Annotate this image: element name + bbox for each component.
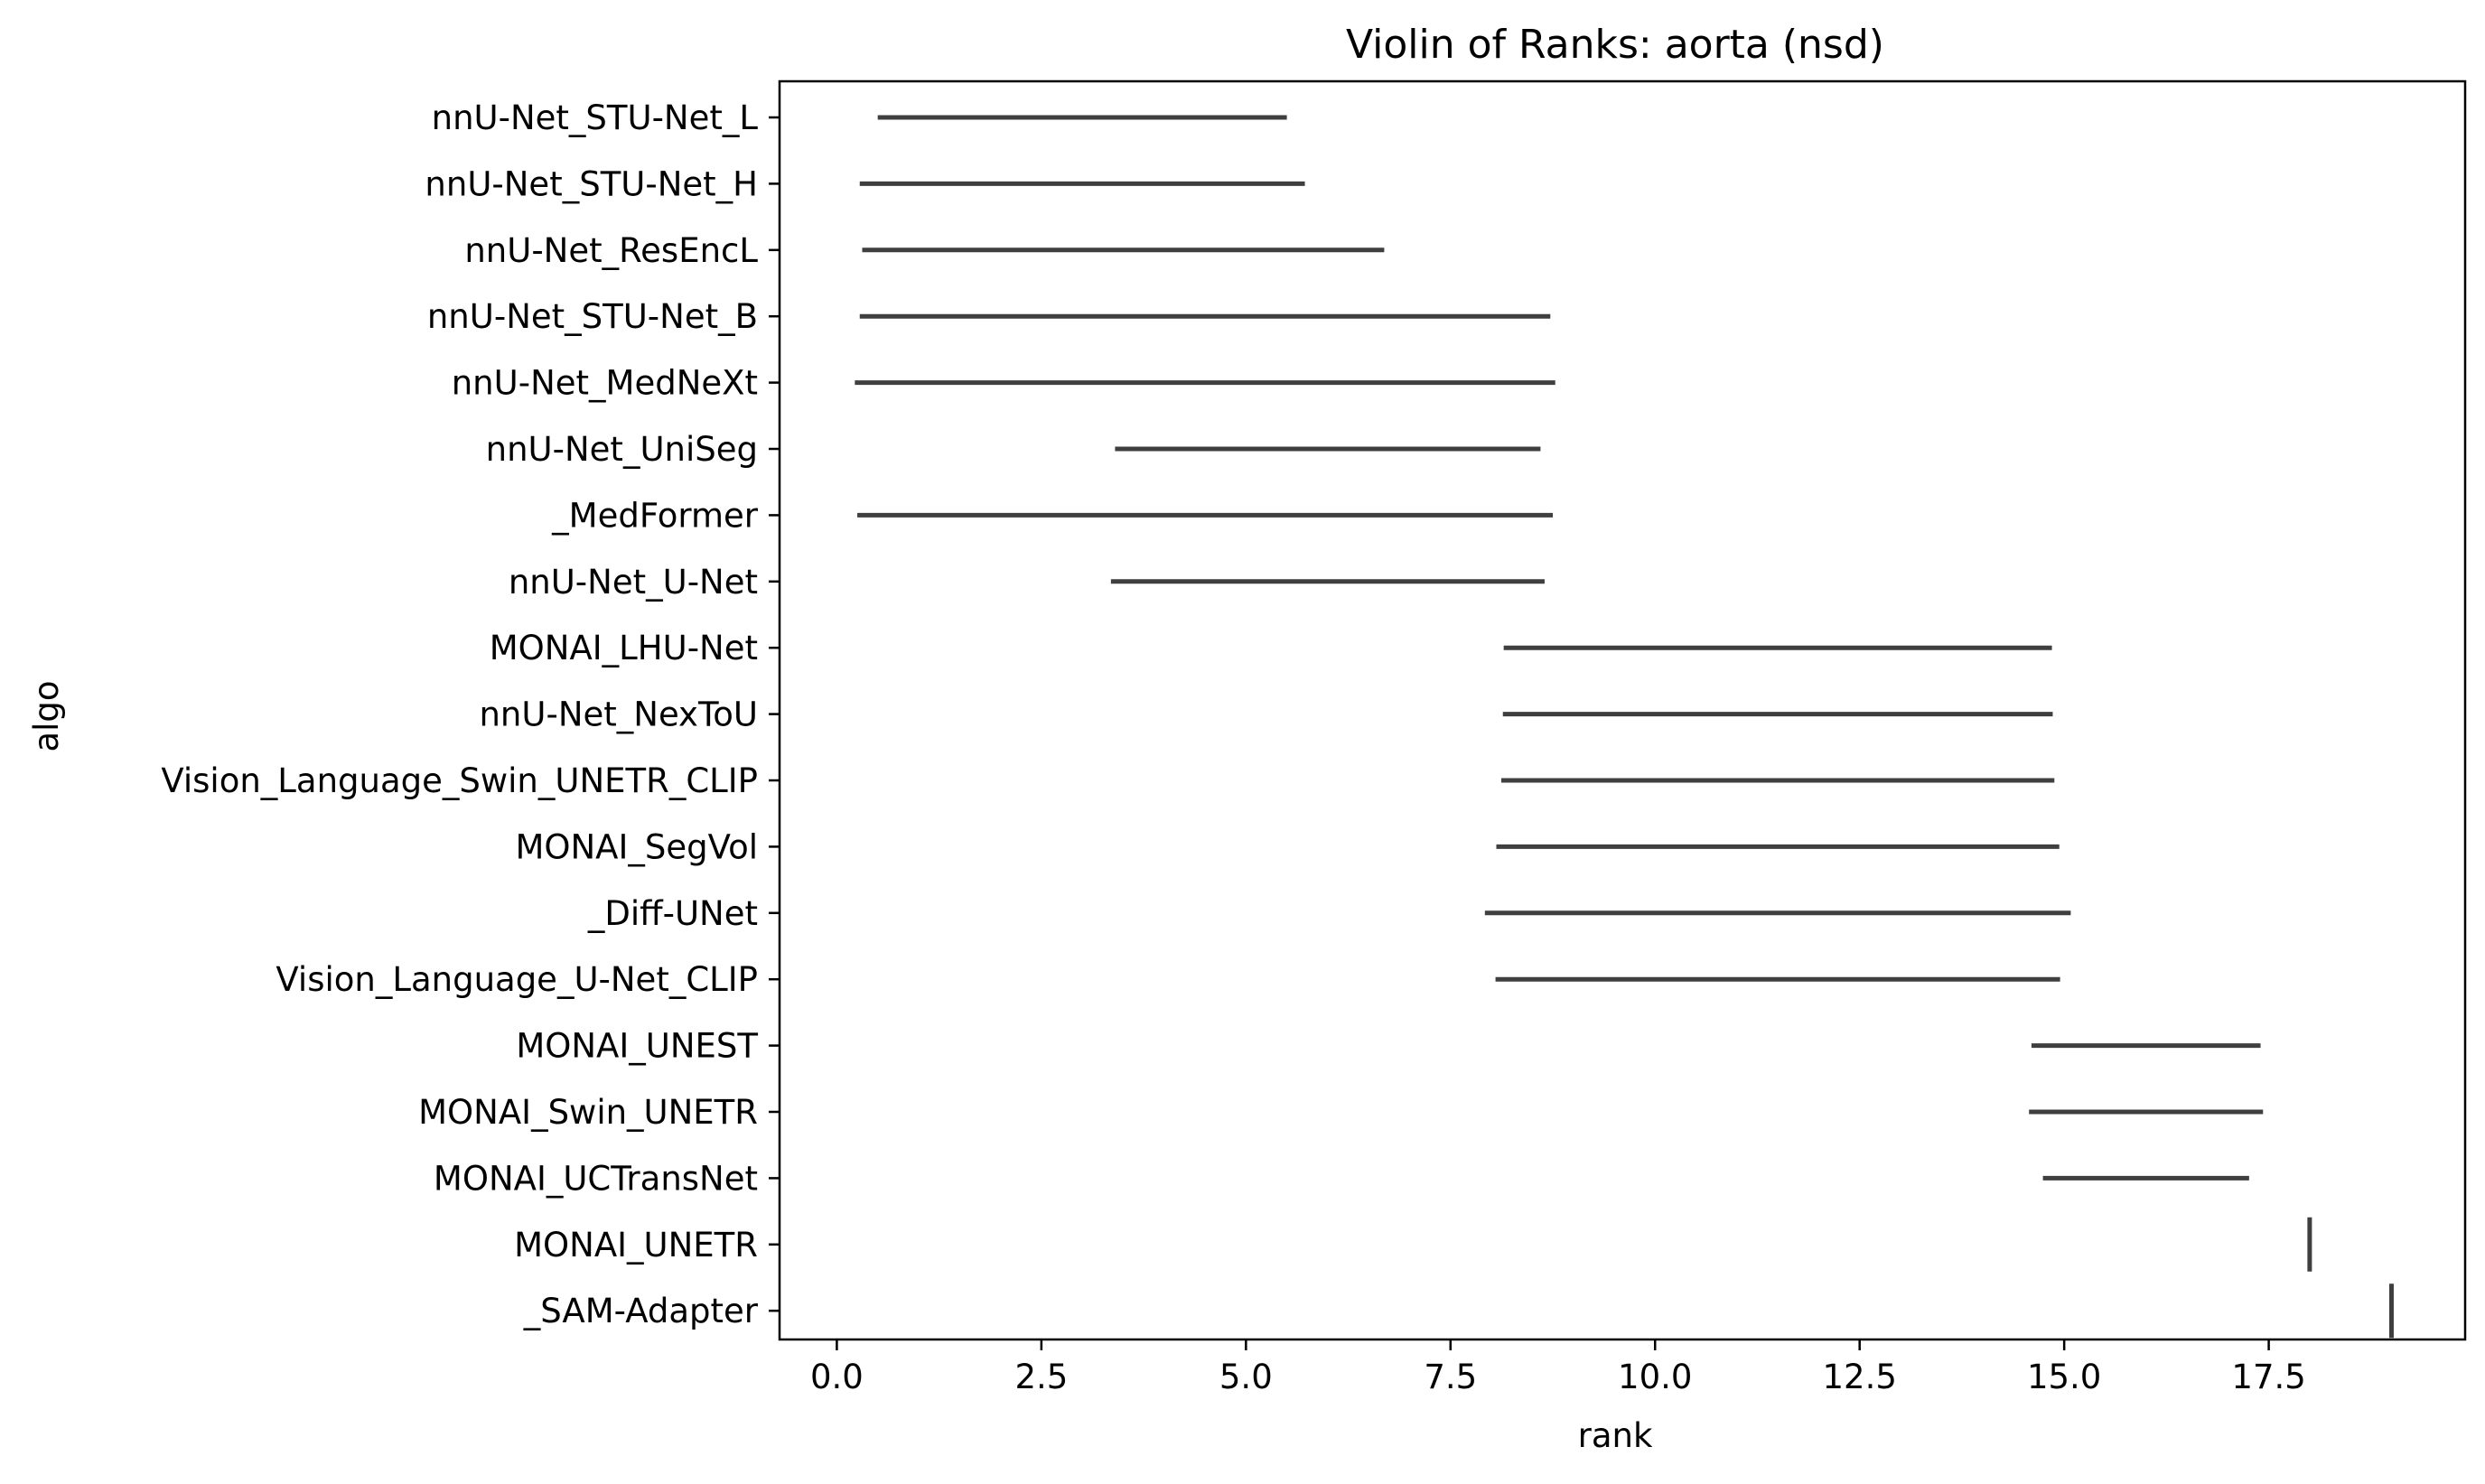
tick-layer: 0.0 2.5 5.0 7.5 10.0 12.5 15.0 17.5 nnU-Net_STU-…: [161, 98, 2305, 1396]
x-tick-label: 7.5: [1424, 1358, 1477, 1396]
y-category-label: nnU-Net_STU-Net_H: [425, 164, 758, 203]
x-tick-label: 0.0: [810, 1358, 864, 1396]
y-category-label: nnU-Net_MedNeXt: [452, 364, 758, 403]
y-category-label: nnU-Net_STU-Net_B: [427, 297, 758, 336]
y-axis-label: algo: [27, 680, 66, 751]
y-category-label: nnU-Net_UniSeg: [486, 430, 758, 469]
y-category-label: MONAI_UNEST: [516, 1027, 758, 1066]
y-category-label: _SAM-Adapter: [523, 1292, 759, 1330]
x-axis-label: rank: [1578, 1416, 1653, 1455]
y-category-label: MONAI_SegVol: [515, 827, 758, 866]
y-category-label: nnU-Net_STU-Net_L: [432, 98, 759, 137]
y-category-label: _MedFormer: [551, 496, 759, 535]
plot-area-frame: [778, 79, 2467, 1341]
y-category-label: nnU-Net_NexToU: [479, 695, 758, 734]
y-category-label: _Diff-UNet: [587, 894, 758, 933]
x-tick-label: 17.5: [2231, 1358, 2305, 1396]
y-category-label: MONAI_Swin_UNETR: [418, 1093, 758, 1132]
chart-title: Violin of Ranks: aorta (nsd): [1346, 22, 1884, 68]
y-category-label: MONAI_UCTransNet: [434, 1159, 758, 1198]
y-category-label: nnU-Net_ResEncL: [464, 231, 758, 270]
x-tick-label: 2.5: [1014, 1358, 1068, 1396]
mark-layer: [855, 115, 2394, 1339]
y-category-label: MONAI_UNETR: [514, 1226, 758, 1265]
y-category-label: Vision_Language_U-Net_CLIP: [276, 960, 758, 999]
y-category-label: nnU-Net_U-Net: [509, 563, 758, 602]
x-tick-label: 12.5: [1822, 1358, 1896, 1396]
x-tick-label: 10.0: [1618, 1358, 1692, 1396]
x-tick-label: 5.0: [1219, 1358, 1273, 1396]
x-tick-label: 15.0: [2027, 1358, 2101, 1396]
y-category-label: MONAI_LHU-Net: [490, 629, 758, 667]
y-category-label: Vision_Language_Swin_UNETR_CLIP: [161, 761, 758, 800]
